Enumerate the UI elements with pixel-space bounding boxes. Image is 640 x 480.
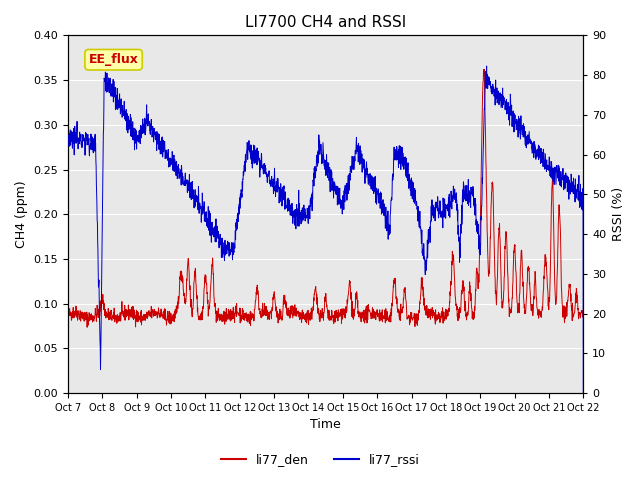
- Legend: li77_den, li77_rssi: li77_den, li77_rssi: [216, 448, 424, 471]
- Y-axis label: RSSI (%): RSSI (%): [612, 187, 625, 241]
- Title: LI7700 CH4 and RSSI: LI7700 CH4 and RSSI: [245, 15, 406, 30]
- Text: EE_flux: EE_flux: [88, 53, 138, 66]
- X-axis label: Time: Time: [310, 419, 341, 432]
- Y-axis label: CH4 (ppm): CH4 (ppm): [15, 180, 28, 248]
